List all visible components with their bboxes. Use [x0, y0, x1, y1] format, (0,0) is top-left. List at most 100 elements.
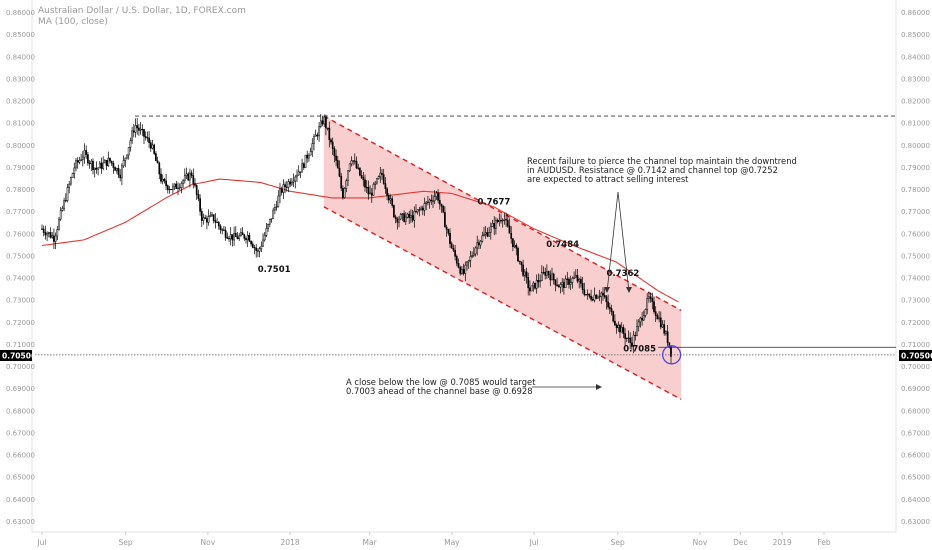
- candle-body: [557, 285, 560, 288]
- candle-body: [445, 226, 448, 230]
- candle-body: [520, 261, 523, 266]
- candle-body: [192, 175, 195, 184]
- y-tick-label: 0.71000: [901, 341, 930, 349]
- candle-body: [63, 200, 65, 209]
- candle-body: [447, 229, 450, 234]
- candle-body: [212, 214, 215, 221]
- candle-body: [637, 321, 640, 327]
- candle-body: [573, 276, 575, 279]
- candle-body: [156, 160, 159, 164]
- candle-body: [47, 232, 50, 234]
- y-tick-label: 0.77000: [901, 208, 930, 216]
- candle-body: [370, 192, 373, 196]
- candle-body: [423, 203, 426, 211]
- candle-body: [427, 201, 429, 203]
- candle-body: [262, 239, 264, 247]
- price-candles: [41, 113, 672, 365]
- y-tick-label: 0.74000: [901, 275, 930, 283]
- candle-body: [187, 173, 190, 181]
- candle-body: [93, 167, 96, 170]
- candle-body: [464, 264, 467, 274]
- candle-body: [498, 219, 501, 222]
- price-tag-right-text: 0.70506: [901, 352, 932, 361]
- candle-body: [58, 218, 60, 230]
- candle-body: [200, 211, 203, 221]
- candle-body: [529, 287, 531, 292]
- candle-body: [314, 134, 317, 137]
- x-tick-label: Mar: [363, 538, 378, 547]
- candle-body: [217, 221, 220, 227]
- y-tick-label: 0.72000: [6, 319, 35, 327]
- candle-body: [238, 235, 241, 240]
- candle-body: [527, 277, 530, 289]
- candle-body: [158, 162, 161, 175]
- candle-body: [348, 163, 351, 172]
- candle-body: [384, 183, 387, 189]
- candle-body: [117, 168, 120, 176]
- candle-body: [644, 309, 647, 316]
- candle-body: [343, 188, 346, 198]
- candle-body: [440, 203, 443, 207]
- candle-body: [591, 299, 594, 301]
- candle-body: [289, 181, 292, 185]
- candle-body: [228, 238, 230, 240]
- candle-body: [331, 141, 334, 149]
- candle-body: [525, 271, 528, 278]
- candle-body: [306, 154, 309, 159]
- candle-body: [362, 177, 365, 181]
- candle-body: [617, 324, 620, 329]
- candle-body: [467, 260, 470, 263]
- candle-body: [73, 167, 76, 174]
- y-tick-label: 0.75000: [6, 252, 35, 260]
- candle-body: [313, 136, 315, 144]
- candle-body: [263, 235, 266, 241]
- candle-body: [209, 214, 212, 217]
- candle-body: [229, 234, 232, 239]
- candle-body: [493, 222, 496, 229]
- candle-body: [544, 271, 547, 276]
- candle-body: [260, 245, 263, 249]
- candle-body: [226, 237, 229, 239]
- candle-body: [333, 148, 336, 157]
- y-tick-label: 0.81000: [901, 120, 930, 128]
- x-tick-label: Nov: [201, 538, 216, 547]
- candle-body: [131, 130, 133, 141]
- candle-body: [148, 137, 150, 143]
- candle-body: [204, 217, 207, 219]
- candle-body: [642, 315, 645, 321]
- candle-body: [631, 342, 633, 347]
- candle-body: [646, 298, 649, 310]
- candle-body: [245, 238, 247, 241]
- y-tick-label: 0.69000: [6, 385, 35, 393]
- candle-body: [406, 213, 409, 218]
- y-tick-label: 0.74000: [6, 275, 35, 283]
- candle-body: [258, 248, 261, 252]
- candle-body: [359, 167, 361, 176]
- candle-body: [513, 245, 516, 247]
- candle-body: [457, 263, 460, 268]
- y-tick-label: 0.67000: [6, 429, 35, 437]
- candle-body: [42, 228, 45, 233]
- candle-body: [367, 187, 370, 195]
- y-tick-label: 0.81000: [6, 120, 35, 128]
- candle-body: [54, 235, 57, 242]
- candle-body: [136, 125, 139, 129]
- channel-fill: [323, 116, 682, 400]
- candle-body: [576, 274, 579, 282]
- candle-body: [190, 172, 193, 176]
- y-tick-label: 0.79000: [6, 164, 35, 172]
- plot-frame: [31, 0, 897, 533]
- candle-body: [124, 157, 127, 161]
- candle-body: [661, 324, 664, 328]
- candle-body: [241, 232, 244, 236]
- candle-body: [430, 199, 433, 202]
- candle-body: [294, 176, 297, 182]
- candle-body: [602, 292, 604, 296]
- candle-body: [114, 167, 116, 171]
- candle-body: [185, 173, 188, 177]
- channel-upper-line: [323, 115, 682, 311]
- candle-body: [277, 195, 280, 208]
- candle-body: [309, 151, 312, 156]
- candle-body: [175, 183, 178, 189]
- candle-body: [632, 334, 635, 347]
